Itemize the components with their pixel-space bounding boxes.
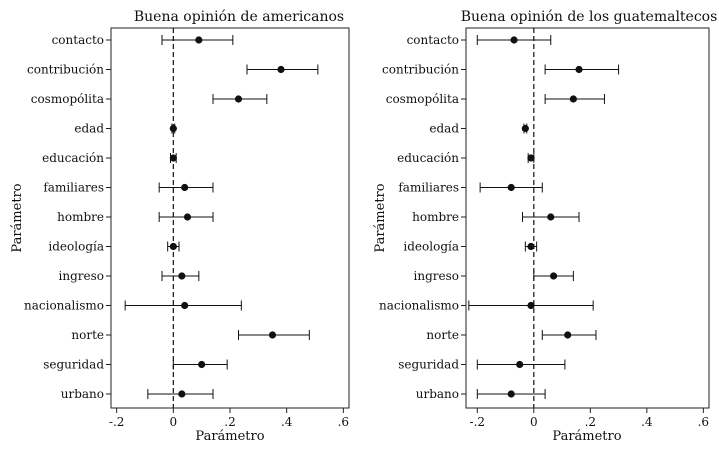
point-estimate	[516, 360, 524, 369]
point-estimate	[169, 154, 177, 162]
y-axis-title: Parámetro	[373, 183, 388, 252]
category-label: hombre	[57, 210, 104, 224]
category-label: nacionalismo	[24, 299, 104, 313]
category-label: norte	[71, 328, 104, 342]
category-label: edad	[429, 122, 459, 136]
x-tick-label: .6	[698, 415, 709, 429]
point-estimate	[195, 36, 203, 44]
point-estimate	[527, 242, 535, 251]
category-label: nacionalismo	[379, 299, 459, 313]
category-label: edad	[74, 122, 104, 136]
point-estimate	[268, 331, 277, 339]
point-estimate	[169, 242, 177, 251]
panel-americanos: Buena opinión de americanos Parámetro Pa…	[10, 9, 350, 444]
x-tick-label: 0	[530, 415, 538, 429]
y-axis-title: Parámetro	[10, 183, 25, 252]
category-label: norte	[426, 328, 459, 342]
category-label: educación	[42, 151, 104, 165]
plot-frame	[465, 27, 710, 409]
category-label: seguridad	[398, 358, 459, 372]
category-label: ingreso	[59, 269, 104, 283]
point-estimate	[178, 272, 186, 280]
point-estimate	[178, 390, 186, 398]
point-estimate	[181, 301, 189, 310]
point-estimate	[510, 36, 518, 44]
category-label: ideología	[403, 240, 459, 254]
x-axis-title: Parámetro	[195, 429, 264, 444]
category-label: contribución	[382, 63, 459, 77]
category-label: familiares	[398, 181, 459, 195]
category-label: familiares	[43, 181, 104, 195]
point-estimate	[527, 301, 535, 310]
category-label: ingreso	[414, 269, 459, 283]
category-label: educación	[397, 151, 459, 165]
point-estimate	[183, 213, 192, 221]
panel-title: Buena opinión de americanos	[134, 9, 344, 25]
point-estimate	[181, 183, 189, 192]
x-tick-label: .2	[585, 415, 596, 429]
category-label: contacto	[407, 33, 459, 47]
x-tick-label: 0	[170, 415, 178, 429]
point-estimate	[547, 213, 555, 221]
x-tick-label: -.2	[470, 415, 486, 429]
point-estimate	[521, 124, 529, 133]
point-estimate	[549, 272, 558, 280]
x-tick-label: .4	[281, 415, 293, 429]
point-estimate	[234, 95, 243, 103]
category-label: ideología	[48, 240, 104, 254]
category-label: contribución	[27, 63, 104, 77]
point-estimate	[169, 124, 177, 133]
category-label: contacto	[52, 33, 104, 47]
category-label: urbano	[61, 387, 104, 401]
panel-guatemaltecos: Buena opinión de los guatemaltecos Parám…	[373, 9, 717, 444]
plot-frame	[110, 27, 350, 409]
point-estimate	[198, 360, 206, 369]
point-estimate	[277, 65, 285, 74]
x-tick-label: .2	[224, 415, 235, 429]
point-estimate	[569, 95, 577, 103]
category-label: hombre	[412, 210, 459, 224]
point-estimate	[564, 331, 572, 339]
point-estimate	[527, 154, 535, 162]
x-tick-label: .6	[338, 415, 349, 429]
x-tick-label: .4	[641, 415, 653, 429]
x-tick-label: -.2	[109, 415, 125, 429]
category-label: seguridad	[43, 358, 104, 372]
point-estimate	[507, 390, 515, 398]
point-estimate	[575, 65, 583, 74]
category-label: cosmopólita	[386, 92, 459, 106]
point-estimate	[507, 183, 515, 192]
category-label: cosmopólita	[31, 92, 104, 106]
x-axis-title: Parámetro	[552, 429, 621, 444]
category-label: urbano	[416, 387, 459, 401]
panel-title: Buena opinión de los guatemaltecos	[461, 9, 718, 25]
